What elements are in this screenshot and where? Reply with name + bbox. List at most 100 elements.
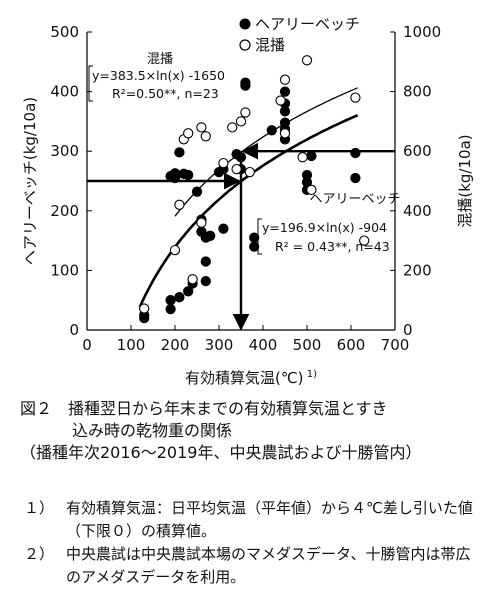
x-tick-label: 100 — [117, 336, 146, 354]
fit-label-mixed-equation: y=383.5×ln(x) -1650 — [92, 68, 225, 83]
point-mixed — [218, 157, 229, 169]
y-axis-left-label: ヘアリーベッチ(kg/10a) — [21, 97, 39, 265]
y-right-tick-label: 0 — [403, 321, 413, 339]
point-hairy-vetch — [240, 77, 251, 88]
scatter-chart: 0 100 200 300 400 500 600 700010020030040050002… — [21, 15, 474, 387]
point-mixed — [231, 163, 242, 175]
point-hairy-vetch — [249, 232, 260, 243]
point-hairy-vetch — [196, 226, 207, 237]
point-mixed — [196, 217, 207, 228]
point-hairy-vetch — [249, 241, 260, 252]
y-left-tick-label: 200 — [50, 202, 79, 220]
legend-label-hairy-vetch: ヘアリーベッチ — [255, 15, 360, 33]
fit-curve-mixed — [174, 87, 358, 217]
point-mixed — [174, 199, 185, 210]
y-left-tick-label: 0 — [69, 321, 79, 339]
point-hairy-vetch — [165, 303, 176, 315]
footnotes: １） 有効積算気温：日平均気温（平年値）から４℃差し引いた値（下限０）の積算値。… — [24, 497, 484, 589]
point-hairy-vetch — [200, 275, 211, 287]
point-mixed — [200, 131, 211, 142]
point-mixed — [275, 95, 286, 106]
fit-label-hairy-vetch-r2: R² = 0.43**, n=43 — [275, 239, 390, 254]
x-tick-label: 600 — [337, 336, 366, 354]
point-mixed — [169, 244, 181, 256]
footnote-2: ２） 中央農試は中央農試本場のマメダスデータ、十勝管内は帯広のアメダスデータを利… — [24, 543, 484, 589]
point-hairy-vetch — [200, 256, 211, 267]
point-hairy-vetch — [306, 150, 317, 162]
point-hairy-vetch — [279, 86, 291, 97]
point-hairy-vetch — [174, 292, 185, 303]
point-mixed — [196, 122, 207, 133]
y-left-tick-label: 500 — [50, 23, 79, 41]
chart-axes: 0 100 200 300 400 500 600 700010020030040050002… — [21, 23, 474, 387]
y-axis-right-label: 混播(kg/10a) — [456, 134, 474, 227]
y-left-tick-label: 100 — [50, 261, 79, 279]
point-hairy-vetch — [350, 147, 361, 159]
point-hairy-vetch — [231, 149, 242, 160]
point-mixed — [279, 74, 291, 85]
point-hairy-vetch — [165, 295, 176, 306]
figure-caption: 図２ 播種翌日から年末までの有効積算気温とすき 込み時の乾物重の関係 （播種年次… — [20, 398, 485, 464]
fit-label-bracket — [257, 218, 262, 255]
x-tick-label: 0 — [82, 336, 92, 354]
y-right-tick-label: 1000 — [403, 23, 441, 41]
point-mixed — [235, 116, 247, 127]
point-hairy-vetch — [174, 147, 185, 158]
fit-label-mixed-name: 混播 — [147, 52, 173, 67]
fit-label-hairy-vetch-equation: y=196.9×ln(x) -904 — [262, 220, 387, 235]
footnote-1: １） 有効積算気温：日平均気温（平年値）から４℃差し引いた値（下限０）の積算値。 — [24, 497, 484, 543]
fit-label-bracket — [88, 65, 93, 102]
y-left-tick-label: 300 — [50, 142, 79, 160]
point-mixed — [244, 166, 255, 178]
point-hairy-vetch — [183, 169, 194, 181]
figure-title-line1: 播種翌日から年末までの有効積算気温とすき — [68, 399, 388, 418]
legend-marker-mixed — [239, 39, 251, 51]
point-mixed — [187, 274, 198, 285]
point-mixed — [301, 55, 313, 66]
point-mixed — [306, 184, 317, 196]
figure-title-line2: 込み時の乾物重の関係 — [72, 421, 233, 440]
x-tick-label: 300 — [205, 336, 234, 354]
footnote-number: １） — [24, 499, 55, 517]
point-mixed — [297, 152, 308, 163]
point-hairy-vetch — [350, 172, 361, 184]
point-mixed — [227, 122, 238, 133]
fit-label-hairy-vetch-name: ヘアリーベッチ — [309, 192, 400, 207]
legend-marker-hairy-vetch — [239, 18, 251, 30]
point-hairy-vetch — [191, 186, 203, 197]
point-mixed — [139, 303, 150, 314]
point-mixed — [279, 128, 291, 139]
point-hairy-vetch — [218, 223, 229, 234]
point-mixed — [350, 92, 361, 103]
figure-title-line3: （播種年次2016～2019年、中央農試および十勝管内） — [20, 443, 422, 462]
point-hairy-vetch — [266, 125, 277, 136]
point-hairy-vetch — [205, 230, 216, 241]
point-mixed — [183, 128, 194, 139]
footnote-text: 有効積算気温：日平均気温（平年値）から４℃差し引いた値（下限０）の積算値。 — [66, 499, 473, 540]
data-points — [139, 55, 370, 324]
x-tick-label: 400 — [249, 336, 278, 354]
y-left-tick-label: 400 — [50, 83, 79, 101]
footnote-text: 中央農試は中央農試本場のマメダスデータ、十勝管内は帯広のアメダスデータを利用。 — [66, 545, 471, 586]
fit-label-mixed-r2: R²=0.50**, n=23 — [112, 86, 219, 101]
x-tick-label: 500 — [293, 336, 322, 354]
point-hairy-vetch — [183, 286, 194, 297]
reading-guide — [87, 142, 395, 331]
point-hairy-vetch — [169, 168, 181, 179]
fit-curve-hairy-vetch — [138, 114, 359, 308]
footnote-number: ２） — [24, 545, 55, 563]
point-mixed — [240, 107, 251, 118]
point-mixed — [359, 235, 370, 246]
x-tick-label: 200 — [161, 336, 190, 354]
y-right-tick-label: 200 — [403, 261, 432, 279]
figure-label: 図２ — [20, 399, 53, 418]
x-axis-label: 有効積算気温(℃) 1) — [185, 369, 317, 387]
legend-label-mixed: 混播 — [255, 36, 285, 54]
point-hairy-vetch — [279, 117, 291, 128]
y-right-tick-label: 800 — [403, 83, 432, 101]
point-hairy-vetch — [301, 169, 313, 181]
y-right-tick-label: 600 — [403, 142, 432, 160]
y-right-tick-label: 400 — [403, 202, 432, 220]
x-tick-label: 700 — [381, 336, 410, 354]
